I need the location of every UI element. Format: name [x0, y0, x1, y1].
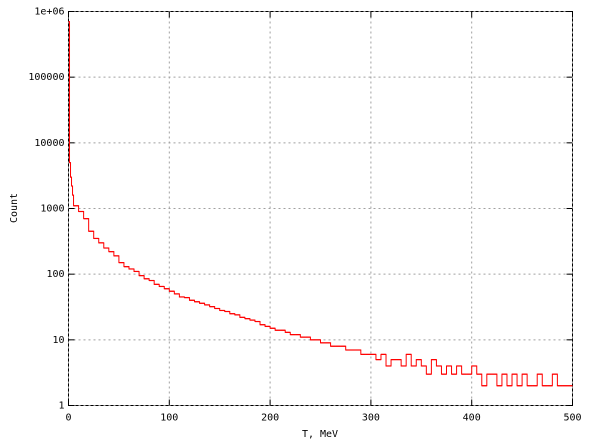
- y-tick-label: 1: [58, 401, 64, 412]
- y-tick-label: 10: [52, 335, 64, 346]
- x-tick-label: 400: [463, 413, 481, 424]
- x-axis-label: T, MeV: [302, 429, 338, 440]
- y-tick-label: 10000: [34, 138, 64, 149]
- x-tick-label: 100: [160, 413, 178, 424]
- x-tick-label: 300: [362, 413, 380, 424]
- y-tick-label: 1000: [40, 204, 64, 215]
- histogram-connector: [68, 21, 573, 387]
- y-tick-label: 100: [46, 269, 64, 280]
- y-tick-label: 1e+06: [34, 7, 64, 18]
- x-tick-label: 0: [65, 413, 71, 424]
- x-tick-label: 500: [563, 413, 581, 424]
- y-axis-label: Count: [9, 193, 20, 223]
- y-tick-label: 100000: [28, 72, 64, 83]
- x-tick-label: 200: [261, 413, 279, 424]
